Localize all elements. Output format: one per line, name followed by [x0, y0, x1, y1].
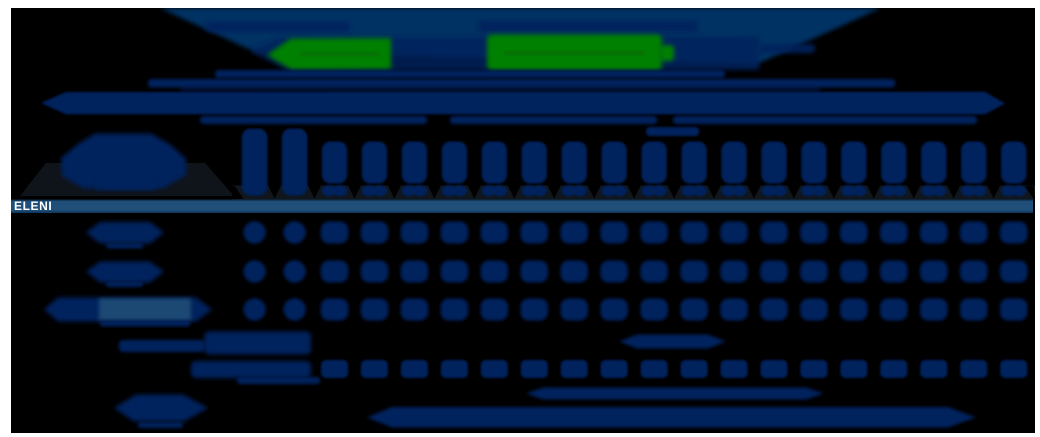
svg-text:ELENI: ELENI [14, 199, 52, 213]
